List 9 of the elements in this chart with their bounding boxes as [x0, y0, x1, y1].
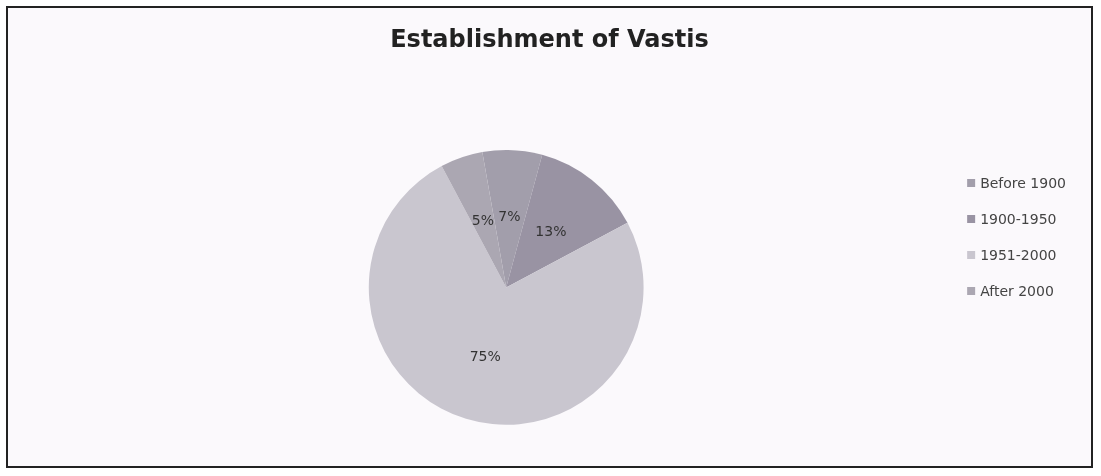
data-label: 13%: [535, 223, 567, 240]
legend-label: 1951-2000: [980, 247, 1057, 263]
legend-label: Before 1900: [980, 175, 1067, 191]
data-label: 5%: [471, 211, 494, 228]
data-label: 7%: [498, 207, 521, 224]
legend-label: After 2000: [980, 283, 1054, 299]
data-label: 75%: [469, 347, 501, 364]
legend-label: 1900-1950: [980, 211, 1057, 227]
chart-title: Establishment of Vastis: [390, 25, 709, 53]
